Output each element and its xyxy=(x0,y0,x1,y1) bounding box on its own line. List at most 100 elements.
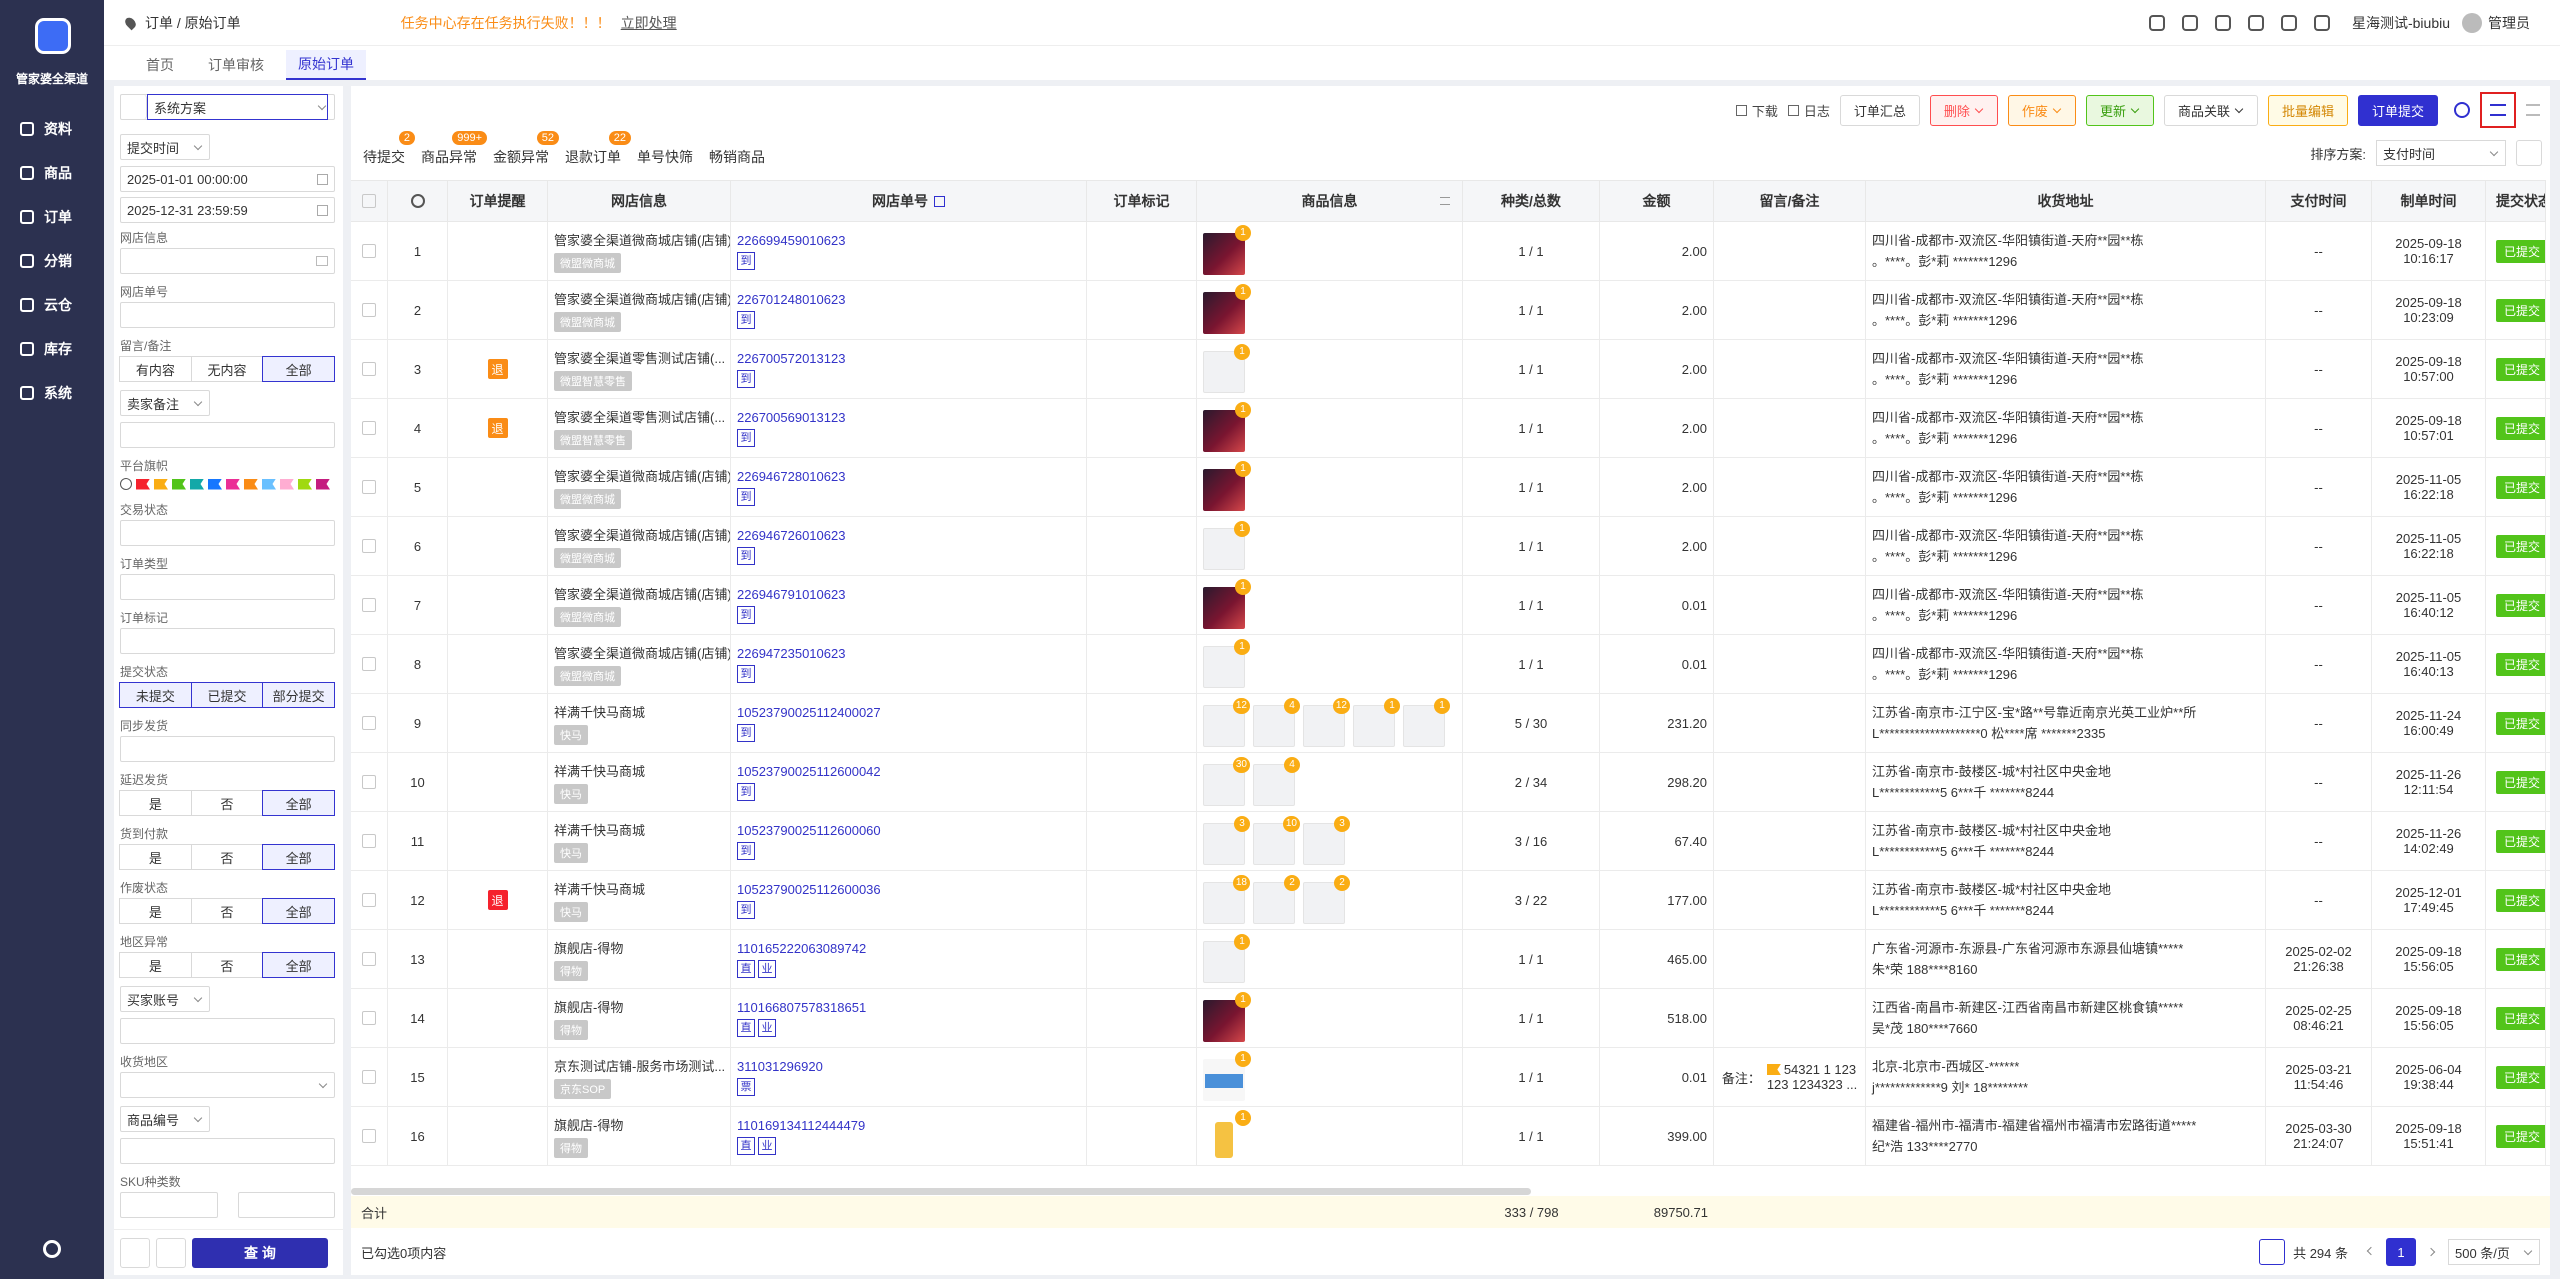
user-role[interactable]: 管理员 xyxy=(2488,14,2530,31)
checkbox[interactable] xyxy=(362,834,376,848)
flag[interactable] xyxy=(244,478,258,490)
option-button[interactable]: 已提交 xyxy=(190,682,264,708)
search-icon[interactable] xyxy=(2148,14,2165,31)
order-number[interactable]: 226701248010623 xyxy=(737,291,846,307)
scheme-select[interactable]: 系统方案 xyxy=(120,94,335,120)
date-input[interactable]: 2025-01-01 00:00:00 xyxy=(120,166,335,192)
reset-button[interactable] xyxy=(156,1237,186,1268)
toolbar-button[interactable]: 批量编辑 xyxy=(2267,94,2348,126)
flag[interactable] xyxy=(190,478,204,490)
filter-input[interactable] xyxy=(120,422,335,448)
filter-input[interactable] xyxy=(120,1018,335,1044)
checkbox[interactable] xyxy=(362,1011,376,1025)
checkbox[interactable] xyxy=(362,421,376,435)
toolbar-button[interactable]: 商品关联 xyxy=(2163,94,2258,126)
flag[interactable] xyxy=(136,478,150,490)
alert-action[interactable]: 立即处理 xyxy=(620,14,677,31)
tab[interactable]: 首页 xyxy=(146,57,174,73)
refresh-button[interactable] xyxy=(2259,1239,2286,1265)
product-thumb[interactable]: 1 xyxy=(1203,639,1250,688)
flag[interactable] xyxy=(262,478,276,490)
quick-tab[interactable]: 金额异常 52 xyxy=(493,131,559,167)
order-number[interactable]: 226946791010623 xyxy=(737,586,846,602)
option-button[interactable]: 是 xyxy=(119,844,192,870)
page-size[interactable]: 500 条/页 xyxy=(2448,1239,2540,1265)
save-button[interactable] xyxy=(120,1237,150,1268)
clear-flag[interactable] xyxy=(120,478,132,490)
option-button[interactable]: 全部 xyxy=(262,356,336,382)
order-number[interactable]: 10523790025112600042 xyxy=(737,763,881,779)
query-button[interactable]: 查 询 xyxy=(192,1237,328,1268)
product-thumb[interactable]: 1 xyxy=(1203,402,1251,452)
order-number[interactable]: 226947235010623 xyxy=(737,645,846,661)
checkbox[interactable] xyxy=(362,362,376,376)
menu-item[interactable]: 库存 xyxy=(20,337,72,361)
toolbar-link[interactable]: 下载 xyxy=(1735,101,1778,120)
sort-direction[interactable] xyxy=(2516,140,2542,166)
toolbar-button[interactable]: 作废 xyxy=(2007,94,2076,126)
prev-page[interactable] xyxy=(2366,1246,2376,1255)
menu-item[interactable]: 系统 xyxy=(20,381,72,405)
copy-icon[interactable] xyxy=(934,195,945,207)
filter-input[interactable] xyxy=(120,302,335,328)
quick-tab[interactable]: 商品异常 999+ xyxy=(421,131,487,167)
menu-item[interactable]: 资料 xyxy=(20,117,72,141)
table-row[interactable]: 15 京东测试店铺-服务市场测试... 京东SOP 311031296920 票 1 1 /… xyxy=(351,1048,2550,1107)
order-number[interactable]: 311031296920 xyxy=(737,1058,823,1074)
product-thumb[interactable]: 1 xyxy=(1203,461,1251,511)
option-button[interactable]: 无内容 xyxy=(190,356,264,382)
product-thumb[interactable]: 3 xyxy=(1303,816,1350,865)
product-thumb[interactable]: 1 xyxy=(1203,579,1251,629)
list-view-toggle[interactable] xyxy=(2480,92,2516,128)
table-row[interactable]: 9 祥满千快马商城 快马 1052379002511240002​7 到 12 4 12 1 1 5… xyxy=(351,694,2550,753)
filter-input[interactable] xyxy=(237,1192,335,1218)
product-thumb[interactable]: 1 xyxy=(1203,284,1251,334)
filter-input[interactable] xyxy=(120,574,335,600)
product-thumb[interactable]: 4 xyxy=(1253,698,1300,747)
product-thumb[interactable]: 3 xyxy=(1203,816,1250,865)
toolbar-button[interactable]: 更新 xyxy=(2085,94,2154,126)
filter-input[interactable] xyxy=(120,248,335,274)
checkbox[interactable] xyxy=(362,893,376,907)
quick-tab[interactable]: 单号快筛 xyxy=(637,141,693,167)
option-button[interactable]: 全部 xyxy=(262,898,336,924)
date-input[interactable]: 2025-12-31 23:59:59 xyxy=(120,197,335,223)
table-row[interactable]: 11 祥满千快马商城 快马 10523790025112600060 到 3 10 3 3 / … xyxy=(351,812,2550,871)
option-button[interactable]: 全部 xyxy=(262,844,336,870)
toolbar-button[interactable]: 删除 xyxy=(1929,94,1998,126)
product-thumb[interactable]: 1 xyxy=(1203,992,1251,1042)
option-button[interactable]: 是 xyxy=(119,898,192,924)
product-thumb[interactable]: 1 xyxy=(1203,934,1250,983)
filter-input[interactable] xyxy=(120,520,335,546)
option-button[interactable]: 有内容 xyxy=(119,356,192,382)
filter-dropdown[interactable]: 买家账号 xyxy=(120,986,210,1012)
option-button[interactable]: 是 xyxy=(119,790,192,816)
option-button[interactable]: 否 xyxy=(190,898,264,924)
font-icon[interactable] xyxy=(2181,14,2198,31)
order-number[interactable]: 226700569013123 xyxy=(737,409,846,425)
flag[interactable] xyxy=(316,478,330,490)
option-button[interactable]: 是 xyxy=(119,952,192,978)
order-number[interactable]: 110166807578318651 xyxy=(737,999,867,1015)
avatar[interactable] xyxy=(2462,12,2482,33)
option-button[interactable]: 部分提交 xyxy=(262,682,336,708)
product-thumb[interactable]: 1 xyxy=(1203,344,1250,393)
table-row[interactable]: 12 退祥满千快马商城 快马 10523790025112600036 到 18 2 2 3 /… xyxy=(351,871,2550,930)
checkbox[interactable] xyxy=(362,598,376,612)
product-thumb[interactable]: 1 xyxy=(1203,225,1251,275)
checkbox[interactable] xyxy=(362,1129,376,1143)
product-thumb[interactable]: 1 xyxy=(1353,698,1400,747)
user-name[interactable]: 星海测试-biubiu xyxy=(2351,14,2450,31)
checkbox[interactable] xyxy=(362,194,376,208)
filter-input[interactable] xyxy=(120,628,335,654)
order-number[interactable]: 226946726010623 xyxy=(737,527,846,543)
toolbar-link[interactable]: 日志 xyxy=(1787,101,1830,120)
product-thumb[interactable]: 4 xyxy=(1253,757,1300,806)
option-button[interactable]: 否 xyxy=(190,952,264,978)
book-icon[interactable] xyxy=(2247,14,2264,31)
checkbox[interactable] xyxy=(362,657,376,671)
next-page[interactable] xyxy=(2426,1247,2436,1257)
option-button[interactable]: 全部 xyxy=(262,790,336,816)
product-thumb[interactable]: 12 xyxy=(1303,698,1350,747)
filter-dropdown[interactable]: 商品编号 xyxy=(120,1106,210,1132)
